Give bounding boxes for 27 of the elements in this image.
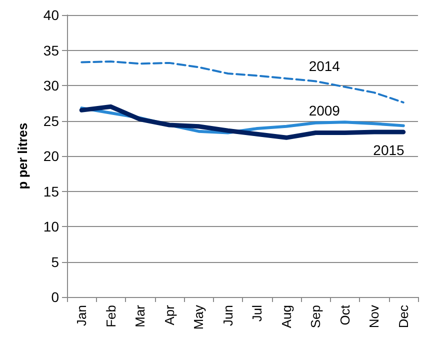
y-tick-label: 15 [43,183,60,200]
line-series [80,60,404,104]
y-tick-label: 40 [43,7,60,23]
series-label: 2009 [308,102,340,118]
x-tick-label: Aug [278,305,294,328]
y-tick-label: 25 [43,112,60,129]
y-tick-label: 5 [51,254,60,270]
x-tick-label: Sep [308,305,324,328]
x-tick-label: Jun [220,305,236,326]
line-series [79,104,406,140]
x-tick-label: Feb [103,305,118,328]
x-tick-label: Mar [132,304,148,328]
x-tick-label: Jan [74,305,90,326]
x-tick-label: Dec [396,304,411,328]
y-tick-label: 0 [51,289,60,305]
y-tick-label: 20 [43,148,60,164]
x-tick-label: Jul [250,304,265,322]
x-tick-label: Nov [366,304,382,328]
y-tick-label: 10 [43,218,60,234]
x-tick-label: Oct [337,304,352,326]
series-label: 2014 [308,58,340,74]
y-tick-label: 35 [43,42,60,58]
y-tick-label: 30 [43,78,60,94]
x-tick-label: May [191,304,206,330]
x-tick-label: Apr [162,304,177,326]
y-axis-title: p per litres [15,122,30,190]
series-label: 2015 [373,142,405,158]
